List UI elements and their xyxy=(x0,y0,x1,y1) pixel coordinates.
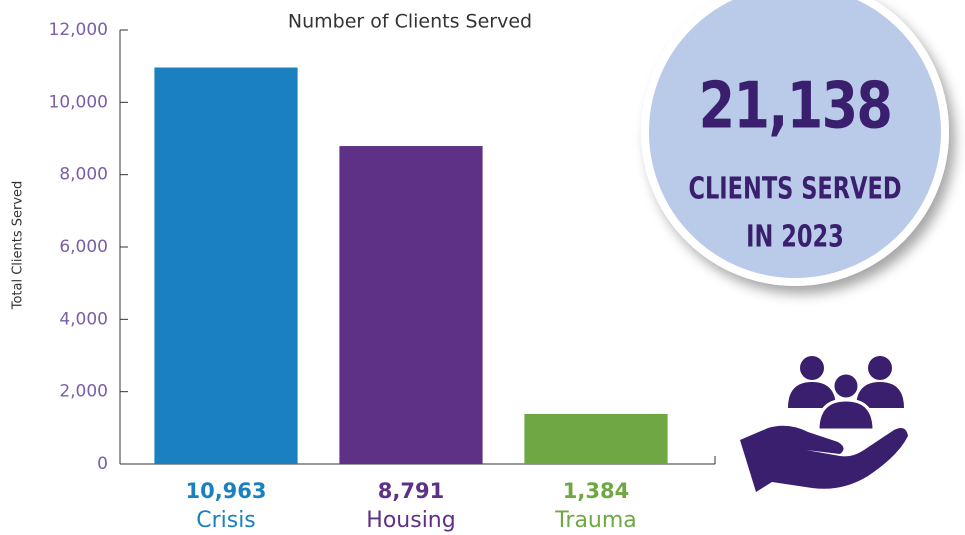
bar xyxy=(524,413,668,464)
callout-line: CLIENTS SERVED xyxy=(688,171,901,206)
value-label: 1,384 xyxy=(563,479,629,503)
chart-title: Number of Clients Served xyxy=(288,11,532,33)
value-label: 8,791 xyxy=(378,479,444,503)
y-tick-label: 8,000 xyxy=(59,165,108,185)
callout: 21,138 CLIENTS SERVED IN 2023 xyxy=(641,0,949,286)
y-tick-label: 10,000 xyxy=(49,92,108,112)
bar xyxy=(154,67,298,465)
x-tick-label: Trauma xyxy=(554,508,637,533)
callout-number: 21,138 xyxy=(699,69,892,143)
callout-line: IN 2023 xyxy=(746,219,844,254)
y-axis-label: Total Clients Served xyxy=(11,181,26,311)
value-label: 10,963 xyxy=(185,479,266,503)
y-tick-label: 4,000 xyxy=(59,309,108,329)
bar xyxy=(339,146,483,464)
y-tick-label: 6,000 xyxy=(59,237,108,257)
people-hand-icon xyxy=(740,356,908,492)
x-tick-label: Housing xyxy=(366,508,455,533)
y-tick-label: 12,000 xyxy=(49,20,108,40)
y-tick-label: 2,000 xyxy=(59,382,108,402)
callout-circle xyxy=(641,0,949,286)
y-tick-label: 0 xyxy=(97,454,108,474)
x-tick-label: Crisis xyxy=(196,508,256,533)
